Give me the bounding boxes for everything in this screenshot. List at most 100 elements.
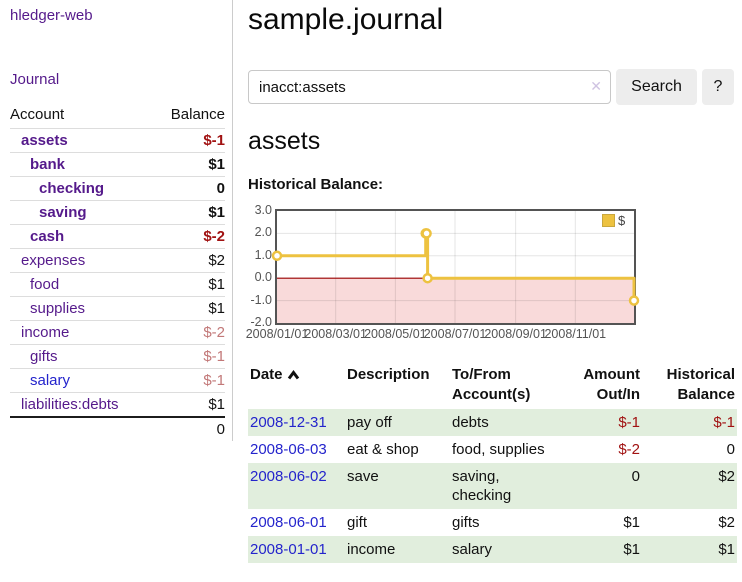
transaction-date-link[interactable]: 2008-12-31	[250, 414, 327, 431]
y-axis-tick-label: -2.0	[250, 315, 272, 329]
accounts-table-header: Account Balance	[10, 106, 225, 128]
account-balance: $1	[208, 204, 225, 221]
accounts-total-row: 0	[10, 416, 225, 440]
sidebar-account-row: gifts $-1	[10, 344, 225, 368]
sidebar-account-row: income $-2	[10, 320, 225, 344]
transaction-date-cell: 2008-12-31	[248, 409, 345, 436]
register-column-label: Historical	[666, 366, 735, 383]
transaction-accounts: salary	[452, 541, 493, 558]
search-box: ✕	[248, 70, 611, 104]
register-column-label: Out/In	[596, 386, 640, 403]
transaction-date-link[interactable]: 2008-06-03	[250, 441, 327, 458]
register-column-amount: Amount Out/In	[560, 363, 642, 409]
sort-ascending-icon	[287, 370, 299, 380]
sidebar-account-link[interactable]: bank	[30, 156, 66, 173]
sidebar: hledger-web Journal Account Balance asse…	[0, 0, 233, 441]
chart-canvas	[271, 211, 640, 323]
x-axis-tick-label: 2008/07/01	[423, 327, 487, 341]
sidebar-account-link[interactable]: food	[30, 276, 60, 293]
transaction-date-link[interactable]: 2008-01-01	[250, 541, 327, 558]
account-balance: $-1	[203, 132, 225, 149]
y-axis-tick-label: -1.0	[250, 292, 272, 307]
transaction-date-link[interactable]: 2008-06-01	[250, 514, 327, 531]
transaction-date-cell: 2008-06-02	[248, 463, 345, 509]
sidebar-account-row: expenses $2	[10, 248, 225, 272]
register-column-date[interactable]: Date	[248, 363, 345, 409]
transaction-description: eat & shop	[347, 441, 419, 458]
chart-data-point	[628, 295, 640, 306]
transaction-amount: $1	[623, 514, 640, 531]
register-column-label: Date	[250, 366, 283, 383]
sidebar-account-link[interactable]: salary	[30, 372, 71, 389]
y-axis-tick-label: 3.0	[254, 203, 272, 217]
account-balance: 0	[216, 180, 225, 197]
chart-negative-region	[277, 278, 634, 323]
register-transaction-row: 2008-12-31 pay off debts $-1 $-1	[248, 409, 737, 436]
account-balance: $-2	[203, 324, 225, 341]
x-axis-tick-label: 2008/01/01	[245, 327, 309, 341]
account-balance: $2	[208, 252, 225, 269]
transaction-balance: $1	[718, 541, 735, 558]
brand-link[interactable]: hledger-web	[10, 7, 93, 24]
sidebar-account-link[interactable]: gifts	[30, 348, 58, 365]
x-axis-tick-label: 2008/11/01	[544, 327, 607, 341]
sidebar-account-row: liabilities:debts $1	[10, 392, 225, 416]
register-column-label: Balance	[677, 386, 735, 403]
sidebar-account-row: bank $1	[10, 152, 225, 176]
account-balance: $1	[208, 396, 225, 413]
transaction-balance: 0	[726, 441, 735, 458]
transaction-balance: $-1	[713, 414, 735, 431]
account-balance: $1	[208, 276, 225, 293]
sidebar-account-row: saving $1	[10, 200, 225, 224]
chart-legend: $	[600, 212, 628, 229]
register-transaction-row: 2008-06-03 eat & shop food, supplies $-2 0	[248, 436, 737, 463]
account-heading: assets	[248, 127, 321, 155]
accounts-table: Account Balance assets $-1 bank $1 checking 0…	[10, 106, 225, 440]
page-title: sample.journal	[248, 3, 444, 36]
search-button[interactable]: Search	[616, 69, 697, 105]
transaction-date-cell: 2008-06-03	[248, 436, 345, 463]
register-column-description: Description	[345, 363, 450, 409]
account-balance: $-1	[203, 372, 225, 389]
register-column-historical: Historical Balance	[642, 363, 737, 409]
sidebar-account-link[interactable]: income	[21, 324, 70, 341]
transaction-balance: $2	[718, 468, 735, 485]
register-header-row: Date Description To/From Account(s) Amount Ou…	[248, 363, 737, 409]
chart-data-point	[422, 272, 433, 284]
transaction-amount: $1	[623, 541, 640, 558]
help-button[interactable]: ?	[702, 69, 734, 105]
chart-data-point	[271, 250, 283, 262]
sidebar-account-link[interactable]: supplies	[30, 300, 86, 317]
transaction-amount: $-2	[618, 441, 640, 458]
register-transaction-row: 2008-06-02 save saving, checking 0 $2	[248, 463, 737, 509]
sidebar-account-row: salary $-1	[10, 368, 225, 392]
transaction-accounts: debts	[452, 414, 489, 431]
register-column-label: Description	[347, 366, 430, 383]
sidebar-account-link[interactable]: expenses	[21, 252, 86, 269]
transaction-description: income	[347, 541, 396, 558]
account-balance: $-1	[203, 348, 225, 365]
sidebar-account-link[interactable]: checking	[39, 180, 105, 197]
register-column-label: Account(s)	[452, 386, 531, 403]
sidebar-item-journal[interactable]: Journal	[10, 71, 60, 88]
sidebar-account-link[interactable]: saving	[39, 204, 87, 221]
sidebar-account-link[interactable]: cash	[30, 228, 65, 245]
register-column-label: To/From	[452, 366, 511, 383]
search-input[interactable]	[249, 71, 610, 103]
account-balance: $1	[208, 156, 225, 173]
sidebar-account-link[interactable]: liabilities:debts	[21, 396, 119, 413]
transaction-amount: $-1	[618, 414, 640, 431]
sidebar-account-link[interactable]: assets	[21, 132, 68, 149]
transaction-date-link[interactable]: 2008-06-02	[250, 468, 327, 485]
transaction-description: gift	[347, 514, 368, 531]
transaction-accounts: food, supplies	[452, 441, 545, 458]
sidebar-account-row: food $1	[10, 272, 225, 296]
sidebar-account-row: checking 0	[10, 176, 225, 200]
clear-search-icon[interactable]: ✕	[590, 78, 602, 94]
transaction-accounts: saving, checking	[452, 468, 512, 504]
chart-title: Historical Balance:	[248, 176, 384, 193]
accounts-rows: assets $-1 bank $1 checking 0 saving $1 cash $-2 e…	[10, 128, 225, 416]
sidebar-account-row: supplies $1	[10, 296, 225, 320]
y-axis-tick-label: 2.0	[254, 225, 272, 240]
